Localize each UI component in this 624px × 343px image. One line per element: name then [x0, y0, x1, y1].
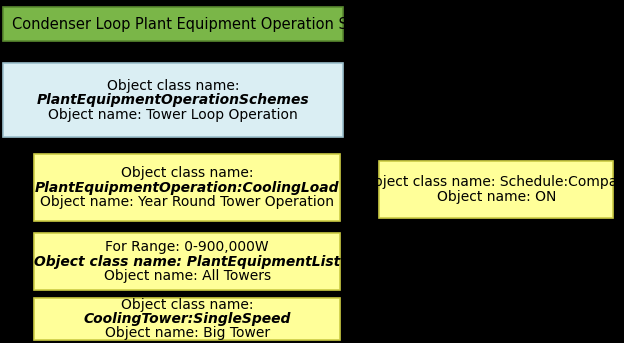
- Text: Condenser Loop Plant Equipment Operation Schemes: Condenser Loop Plant Equipment Operation…: [12, 16, 406, 32]
- Text: Object name: All Towers: Object name: All Towers: [104, 269, 271, 283]
- Text: PlantEquipmentOperation:CoolingLoad: PlantEquipmentOperation:CoolingLoad: [35, 181, 339, 195]
- Text: Object class name: PlantEquipmentList: Object class name: PlantEquipmentList: [34, 255, 340, 269]
- FancyBboxPatch shape: [3, 7, 343, 41]
- Text: Object name: ON: Object name: ON: [437, 190, 556, 204]
- Text: Object class name:: Object class name:: [121, 298, 253, 311]
- Text: Object name: Year Round Tower Operation: Object name: Year Round Tower Operation: [40, 195, 334, 209]
- FancyBboxPatch shape: [3, 63, 343, 137]
- Text: Object class name:: Object class name:: [107, 79, 240, 93]
- Text: Object class name: Schedule:Compact: Object class name: Schedule:Compact: [363, 175, 624, 189]
- FancyBboxPatch shape: [34, 154, 340, 221]
- Text: For Range: 0-900,000W: For Range: 0-900,000W: [105, 240, 269, 254]
- Text: Object class name:: Object class name:: [121, 166, 253, 180]
- Text: CoolingTower:SingleSpeed: CoolingTower:SingleSpeed: [84, 312, 291, 326]
- FancyBboxPatch shape: [34, 298, 340, 340]
- Text: PlantEquipmentOperationSchemes: PlantEquipmentOperationSchemes: [37, 93, 310, 107]
- Text: Object name: Big Tower: Object name: Big Tower: [105, 327, 270, 340]
- FancyBboxPatch shape: [379, 161, 613, 218]
- Text: Object name: Tower Loop Operation: Object name: Tower Loop Operation: [48, 108, 298, 122]
- FancyBboxPatch shape: [34, 233, 340, 290]
